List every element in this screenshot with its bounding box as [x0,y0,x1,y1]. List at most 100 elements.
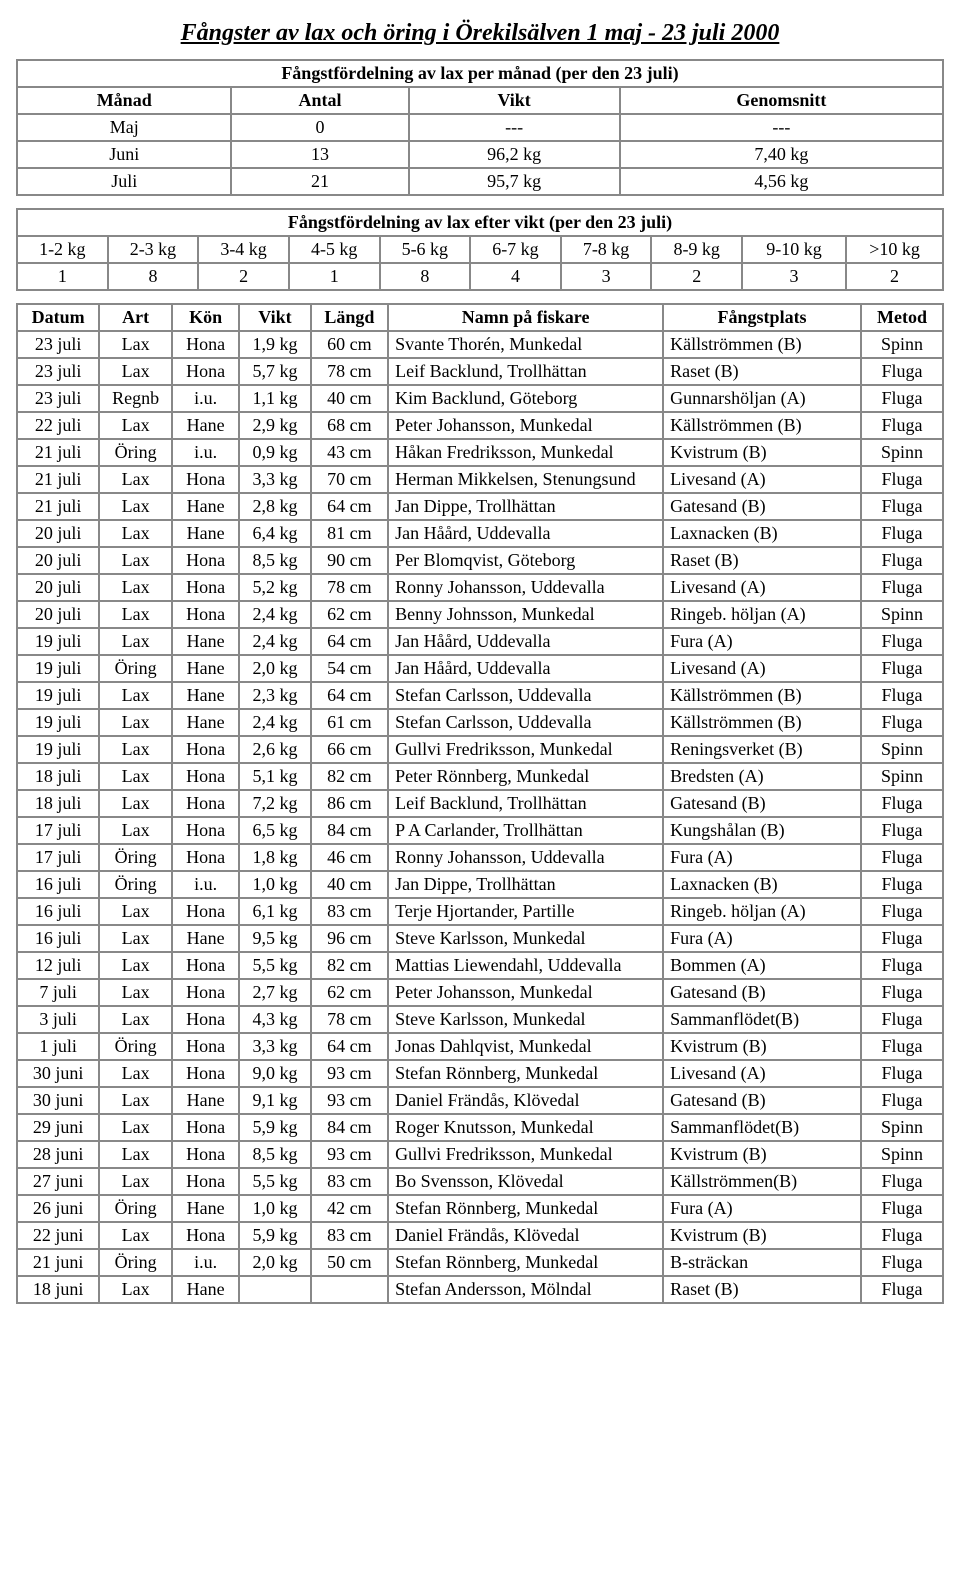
table-cell: 78 cm [311,358,388,385]
table-cell: 46 cm [311,844,388,871]
table-row: 18 juniLaxHaneStefan Andersson, MölndalR… [17,1276,943,1303]
table-cell: 95,7 kg [409,168,620,195]
table-cell: 21 juli [17,466,99,493]
table-cell: Hona [172,358,239,385]
weight-table-header: 6-7 kg [470,236,561,263]
table-cell: 78 cm [311,1006,388,1033]
table-cell: 27 juni [17,1168,99,1195]
table-cell: 8,5 kg [239,547,310,574]
table-cell: 2,4 kg [239,628,310,655]
table-cell: 83 cm [311,1222,388,1249]
table-cell: Hona [172,466,239,493]
table-cell [239,1276,310,1303]
table-cell: Fluga [861,925,943,952]
table-row: 17 juliLaxHona6,5 kg84 cmP A Carlander, … [17,817,943,844]
table-cell: --- [620,114,943,141]
table-cell: Källströmmen (B) [663,412,861,439]
table-cell: 2,7 kg [239,979,310,1006]
table-cell: 30 juni [17,1087,99,1114]
table-cell: 2,0 kg [239,655,310,682]
table-cell: 82 cm [311,763,388,790]
table-cell: Hona [172,547,239,574]
table-cell: Gunnarshöljan (A) [663,385,861,412]
table-cell: P A Carlander, Trollhättan [388,817,663,844]
table-cell: Lax [99,547,172,574]
table-cell: 9,0 kg [239,1060,310,1087]
weight-table-value: 3 [561,263,652,290]
table-cell: Fluga [861,358,943,385]
table-cell: Öring [99,1195,172,1222]
table-cell: Hona [172,898,239,925]
table-cell: Peter Johansson, Munkedal [388,412,663,439]
table-row: 21 juliLaxHona3,3 kg70 cmHerman Mikkelse… [17,466,943,493]
table-row: 19 juliLaxHane2,4 kg64 cmJan Håård, Udde… [17,628,943,655]
table-cell: 64 cm [311,628,388,655]
table-row: 21 juliLaxHane2,8 kg64 cmJan Dippe, Trol… [17,493,943,520]
table-cell: Herman Mikkelsen, Stenungsund [388,466,663,493]
table-cell: Raset (B) [663,358,861,385]
table-cell: 62 cm [311,979,388,1006]
page-title: Fångster av lax och öring i Örekilsälven… [16,20,944,47]
table-cell: Fluga [861,790,943,817]
table-cell: Hona [172,844,239,871]
table-cell: Hane [172,709,239,736]
table-cell: 2,3 kg [239,682,310,709]
table-cell: Hane [172,1087,239,1114]
table-cell: 60 cm [311,331,388,358]
table-cell: Lax [99,1006,172,1033]
table-cell: 7,40 kg [620,141,943,168]
table-cell: Fluga [861,1222,943,1249]
table-cell: 20 juli [17,520,99,547]
table-cell: 40 cm [311,385,388,412]
table-cell: Hona [172,574,239,601]
table-cell: Spinn [861,763,943,790]
table-cell: 19 juli [17,655,99,682]
table-cell: Lax [99,601,172,628]
table-cell: Fluga [861,1195,943,1222]
table-cell: Gatesand (B) [663,493,861,520]
table-cell: Källströmmen(B) [663,1168,861,1195]
table-cell: Fluga [861,952,943,979]
table-cell: 43 cm [311,439,388,466]
table-cell: Jan Håård, Uddevalla [388,655,663,682]
table-cell: Regnb [99,385,172,412]
table-cell: 54 cm [311,655,388,682]
weight-table-header: 9-10 kg [742,236,846,263]
catch-table-header: Fångstplats [663,304,861,331]
table-cell: 20 juli [17,601,99,628]
table-cell: Lax [99,358,172,385]
table-cell: Laxnacken (B) [663,520,861,547]
table-cell: 19 juli [17,682,99,709]
table-cell: 16 juli [17,925,99,952]
table-cell: Lax [99,952,172,979]
table-row: 12 juliLaxHona5,5 kg82 cmMattias Liewend… [17,952,943,979]
table-cell: Fluga [861,844,943,871]
table-cell: Fluga [861,1249,943,1276]
table-row: 26 juniÖringHane1,0 kg42 cmStefan Rönnbe… [17,1195,943,1222]
table-cell: B-sträckan [663,1249,861,1276]
table-cell: Per Blomqvist, Göteborg [388,547,663,574]
table-cell: Fluga [861,628,943,655]
table-cell: Livesand (A) [663,574,861,601]
table-row: 30 juniLaxHane9,1 kg93 cmDaniel Frändås,… [17,1087,943,1114]
table-cell: 93 cm [311,1087,388,1114]
table-cell: Hona [172,1141,239,1168]
table-cell: Lax [99,1087,172,1114]
table-cell: Lax [99,1222,172,1249]
table-cell: --- [409,114,620,141]
table-cell: Lax [99,1276,172,1303]
table-cell: Lax [99,331,172,358]
table-cell: 16 juli [17,898,99,925]
table-cell: 9,1 kg [239,1087,310,1114]
table-cell: 6,5 kg [239,817,310,844]
table-row: Juni1396,2 kg7,40 kg [17,141,943,168]
table-cell: Öring [99,1249,172,1276]
table-cell: Fluga [861,709,943,736]
weight-table-value: 3 [742,263,846,290]
table-row: 19 juliÖringHane2,0 kg54 cmJan Håård, Ud… [17,655,943,682]
table-cell: 42 cm [311,1195,388,1222]
table-cell: 6,1 kg [239,898,310,925]
table-cell: Gullvi Fredriksson, Munkedal [388,736,663,763]
table-cell: Hona [172,1006,239,1033]
table-row: 21 juliÖringi.u.0,9 kg43 cmHåkan Fredrik… [17,439,943,466]
